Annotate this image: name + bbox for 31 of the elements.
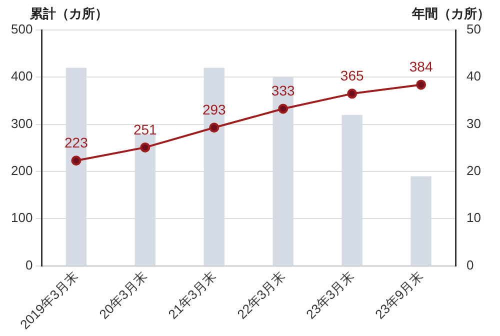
data-label: 384 bbox=[409, 58, 433, 75]
data-label: 223 bbox=[64, 134, 88, 151]
y2-tick-label: 30 bbox=[466, 116, 482, 131]
y2-tick-label: 40 bbox=[466, 68, 482, 84]
x-tick-label: 21年3月末 bbox=[165, 268, 219, 322]
point bbox=[209, 122, 220, 133]
y2-axis-title: 年間（カ所） bbox=[411, 6, 490, 22]
y-tick-label: 200 bbox=[10, 163, 33, 178]
y-tick-label: 500 bbox=[10, 22, 33, 37]
y-tick-label: 300 bbox=[10, 116, 33, 131]
y2-tick-label: 0 bbox=[466, 257, 474, 272]
data-label: 333 bbox=[271, 82, 295, 99]
data-label: 251 bbox=[133, 121, 158, 138]
data-label: 365 bbox=[340, 68, 364, 84]
point bbox=[278, 104, 288, 114]
point bbox=[71, 156, 82, 166]
data-label: 293 bbox=[202, 101, 226, 118]
x-tick-label: 23年9月末 bbox=[372, 268, 426, 322]
y-axis-title: 累計（カ所） bbox=[29, 6, 108, 22]
point bbox=[416, 80, 426, 90]
y-tick-label: 0 bbox=[25, 257, 33, 272]
y2-tick-label: 10 bbox=[466, 210, 482, 226]
y-tick-label: 100 bbox=[10, 210, 33, 226]
x-tick-label: 20年3月末 bbox=[96, 268, 150, 322]
y2-tick-label: 50 bbox=[466, 22, 482, 37]
x-tick-label: 23年3月末 bbox=[303, 268, 357, 322]
point bbox=[347, 88, 358, 99]
point bbox=[140, 142, 150, 152]
y2-tick-label: 20 bbox=[466, 163, 482, 178]
y-tick-label: 400 bbox=[10, 68, 33, 84]
x-tick-label: 22年3月末 bbox=[234, 268, 288, 322]
